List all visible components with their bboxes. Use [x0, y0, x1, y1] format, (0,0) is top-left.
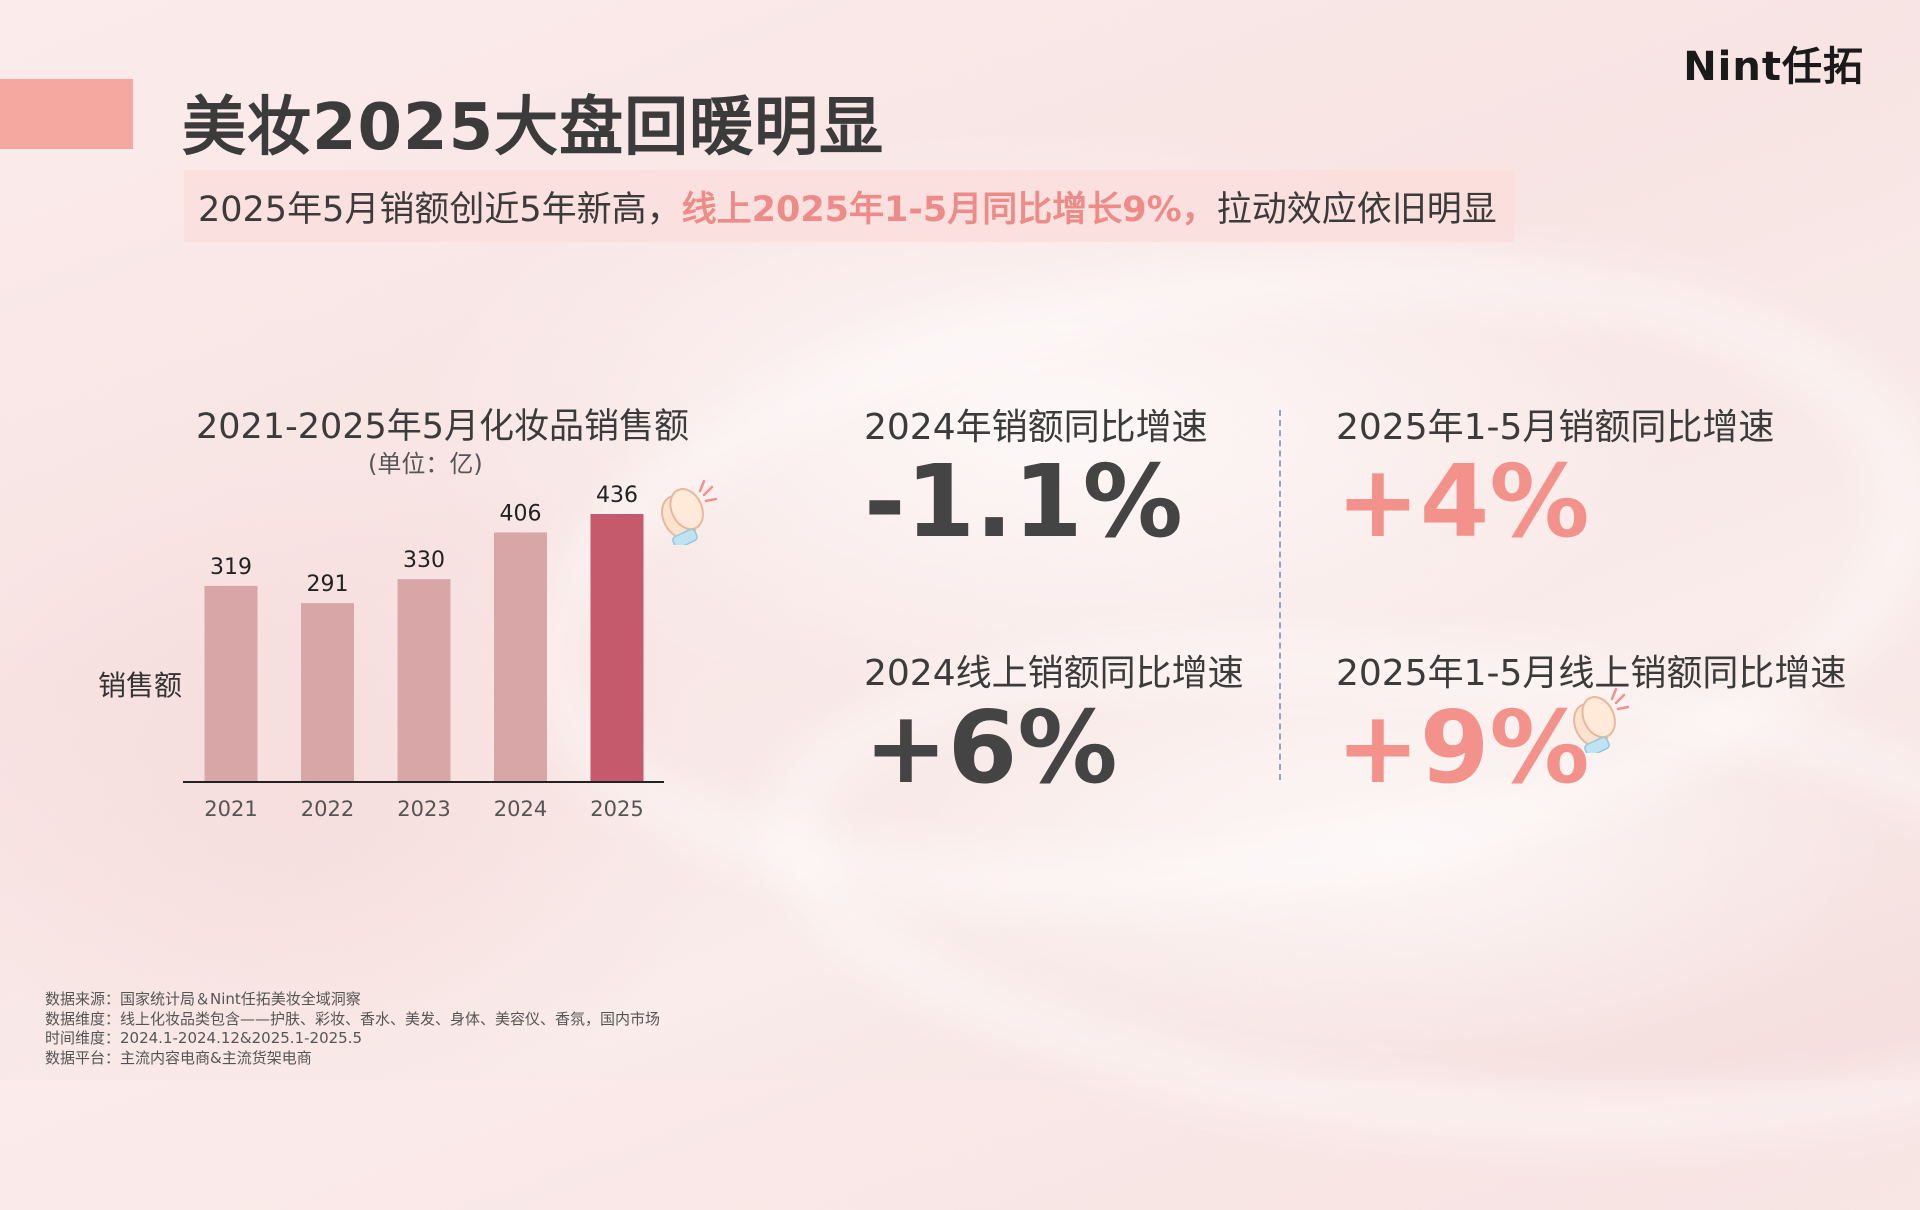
stat-label-2025-online: 2025年1-5月线上销额同比增速 — [1336, 653, 1847, 694]
clapping-hands-icon — [661, 479, 718, 545]
bar-2024 — [494, 532, 547, 782]
stat-value-2024-total: -1.1% — [864, 443, 1183, 560]
page-title: 美妆2025大盘回暖明显 — [182, 91, 885, 165]
brand-logo: Nint任拓 — [1683, 44, 1864, 90]
stat-label-2024-total: 2024年销额同比增速 — [864, 407, 1208, 448]
x-tick-label-2024: 2024 — [494, 797, 547, 821]
bar-value-label-2022: 291 — [307, 572, 349, 597]
clapping-hands-icon — [1573, 687, 1630, 753]
chart-y-axis-label: 销售额 — [98, 669, 183, 702]
x-tick-label-2025: 2025 — [590, 797, 643, 821]
bar-value-label-2021: 319 — [210, 555, 252, 580]
stat-label-2025-total: 2025年1-5月销额同比增速 — [1336, 407, 1775, 448]
stat-value-2025-online: +9% — [1336, 689, 1590, 806]
subtitle-banner: 2025年5月销额创近5年新高， 线上2025年1-5月同比增长9%， 拉动效应依旧… — [184, 170, 1514, 242]
x-tick-label-2022: 2022 — [301, 797, 354, 821]
subtitle-highlight: 线上2025年1-5月同比增长9%， — [681, 189, 1217, 230]
footnote-source: 数据来源：国家统计局＆Nint任拓美妆全域洞察 — [45, 990, 361, 1008]
bar-2022 — [301, 603, 354, 782]
chart-title: 2021-2025年5月化妆品销售额 — [196, 407, 690, 447]
footnote-dimension: 数据维度：线上化妆品类包含——护肤、彩妆、香水、美发、身体、美容仪、香氛，国内市… — [45, 1009, 661, 1028]
subtitle-text-end: 拉动效应依旧明显 — [1216, 189, 1497, 230]
bar-value-label-2024: 406 — [500, 501, 542, 526]
x-tick-label-2023: 2023 — [397, 797, 450, 821]
footnotes: 数据来源：国家统计局＆Nint任拓美妆全域洞察 数据维度：线上化妆品类包含——护… — [45, 990, 660, 1068]
title-accent-bar — [0, 79, 133, 149]
subtitle-text: 2025年5月销额创近5年新高， — [198, 189, 682, 230]
bar-value-label-2023: 330 — [403, 548, 445, 573]
stat-value-2025-total: +4% — [1336, 443, 1590, 560]
bar-2023 — [397, 579, 451, 782]
x-tick-label-2021: 2021 — [204, 797, 257, 821]
bar-chart: 319 2021 291 2022 330 2023 406 2024 436 2025 — [183, 483, 664, 821]
stats-divider — [1279, 410, 1281, 780]
footnote-time: 时间维度：2024.1-2024.12&2025.1-2025.5 — [45, 1029, 363, 1047]
bar-2021 — [204, 585, 258, 782]
stat-value-2024-online: +6% — [864, 689, 1118, 806]
bar-value-label-2025: 436 — [596, 483, 638, 508]
stat-label-2024-online: 2024线上销额同比增速 — [864, 653, 1244, 694]
chart-unit: (单位：亿) — [368, 450, 483, 478]
bar-2025 — [590, 514, 644, 782]
footnote-platform: 数据平台：主流内容电商&主流货架电商 — [45, 1048, 312, 1067]
